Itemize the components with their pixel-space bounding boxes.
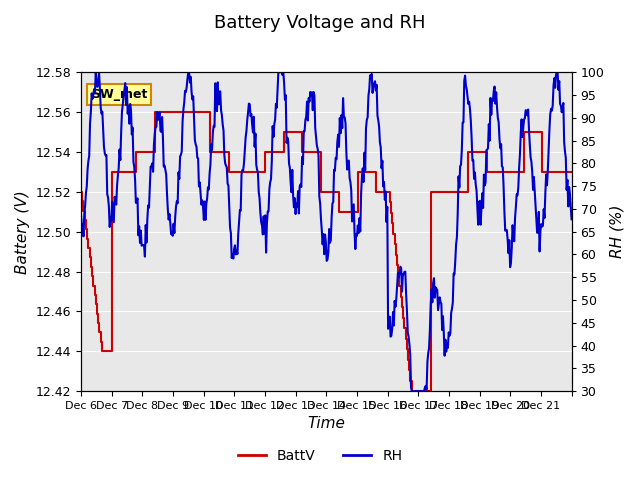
X-axis label: Time: Time [307, 417, 345, 432]
Y-axis label: RH (%): RH (%) [610, 205, 625, 258]
Text: SW_met: SW_met [91, 88, 147, 101]
Y-axis label: Battery (V): Battery (V) [15, 190, 30, 274]
Text: Battery Voltage and RH: Battery Voltage and RH [214, 14, 426, 33]
Legend: BattV, RH: BattV, RH [232, 443, 408, 468]
